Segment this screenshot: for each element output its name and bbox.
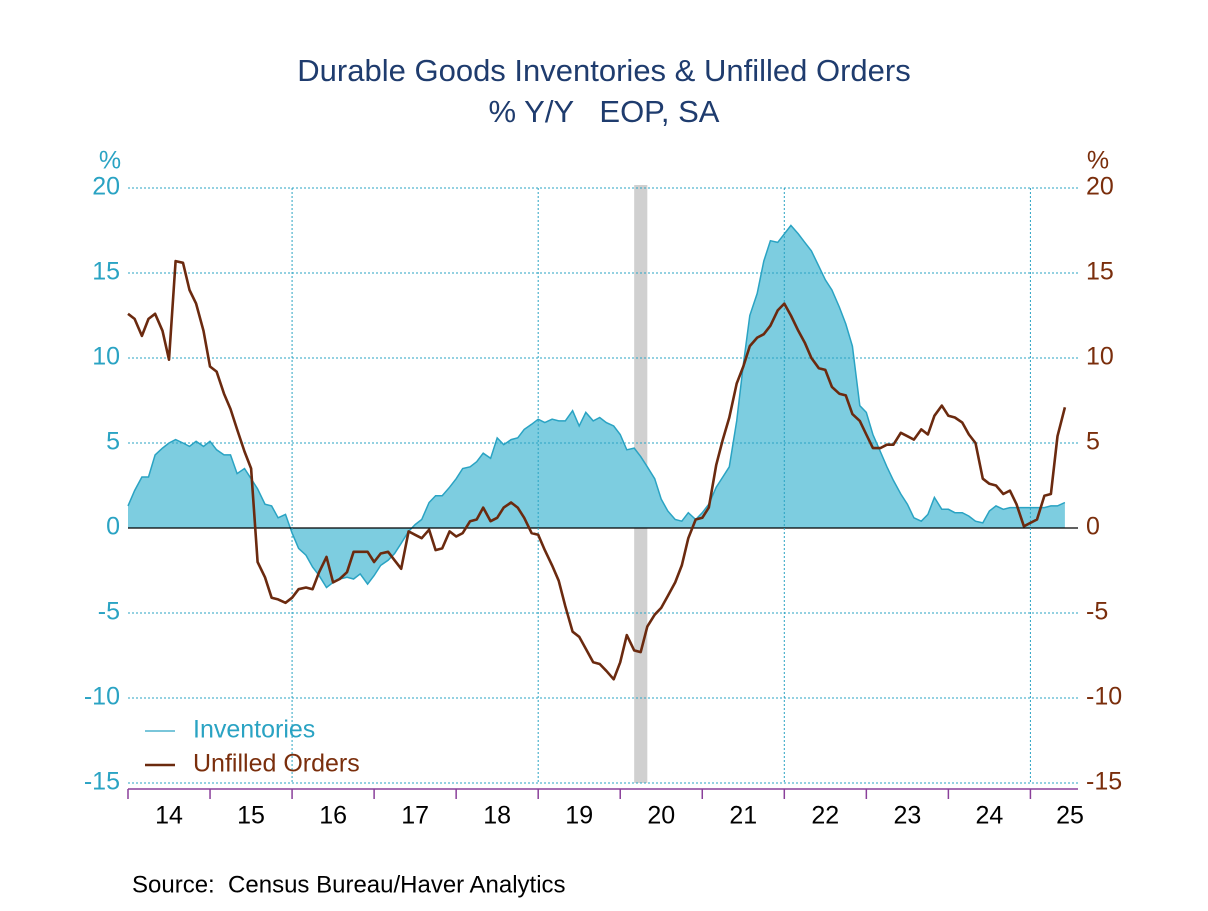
y-tick-label: -15 — [84, 768, 120, 796]
y-tick-label: -10 — [84, 683, 120, 711]
x-tick-label: 20 — [647, 802, 675, 830]
source-note: Source: Census Bureau/Haver Analytics — [132, 871, 566, 898]
x-tick-label: 22 — [811, 802, 839, 830]
x-tick-label: 25 — [1056, 802, 1084, 830]
x-tick-label: 17 — [401, 802, 429, 830]
x-tick-label: 19 — [565, 802, 593, 830]
area-fill — [128, 225, 1065, 588]
y-tick-label: 15 — [92, 258, 120, 286]
y-tick-label: 5 — [106, 428, 120, 456]
y2-tick-label: 5 — [1086, 428, 1100, 456]
chart-subtitle: % Y/Y EOP, SA — [489, 94, 720, 129]
y-tick-label: -5 — [98, 598, 120, 626]
y-tick-label: 10 — [92, 343, 120, 371]
x-tick-label: 21 — [729, 802, 757, 830]
x-tick-label: 18 — [483, 802, 511, 830]
line — [127, 259, 1067, 681]
y2-tick-label: -15 — [1086, 768, 1122, 796]
y2-axis-label: % — [1087, 147, 1109, 175]
y-tick-label: 20 — [92, 173, 120, 201]
x-tick-label: 24 — [975, 802, 1003, 830]
y2-tick-label: 0 — [1086, 513, 1100, 541]
x-tick-label: 14 — [155, 802, 183, 830]
y-tick-label: 0 — [106, 513, 120, 541]
legend-label: Inventories — [193, 716, 315, 744]
x-tick-label: 16 — [319, 802, 347, 830]
area-line — [127, 224, 1066, 589]
y2-tick-label: 15 — [1086, 258, 1114, 286]
y2-tick-label: -5 — [1086, 598, 1108, 626]
y2-tick-label: -10 — [1086, 683, 1122, 711]
y2-tick-label: 10 — [1086, 343, 1114, 371]
legend-label: Unfilled Orders — [193, 750, 360, 778]
chart-title: Durable Goods Inventories & Unfilled Ord… — [297, 53, 910, 88]
x-tick-label: 15 — [237, 802, 265, 830]
x-tick-label: 23 — [893, 802, 921, 830]
y-axis-label: % — [99, 147, 121, 175]
y2-tick-label: 20 — [1086, 173, 1114, 201]
